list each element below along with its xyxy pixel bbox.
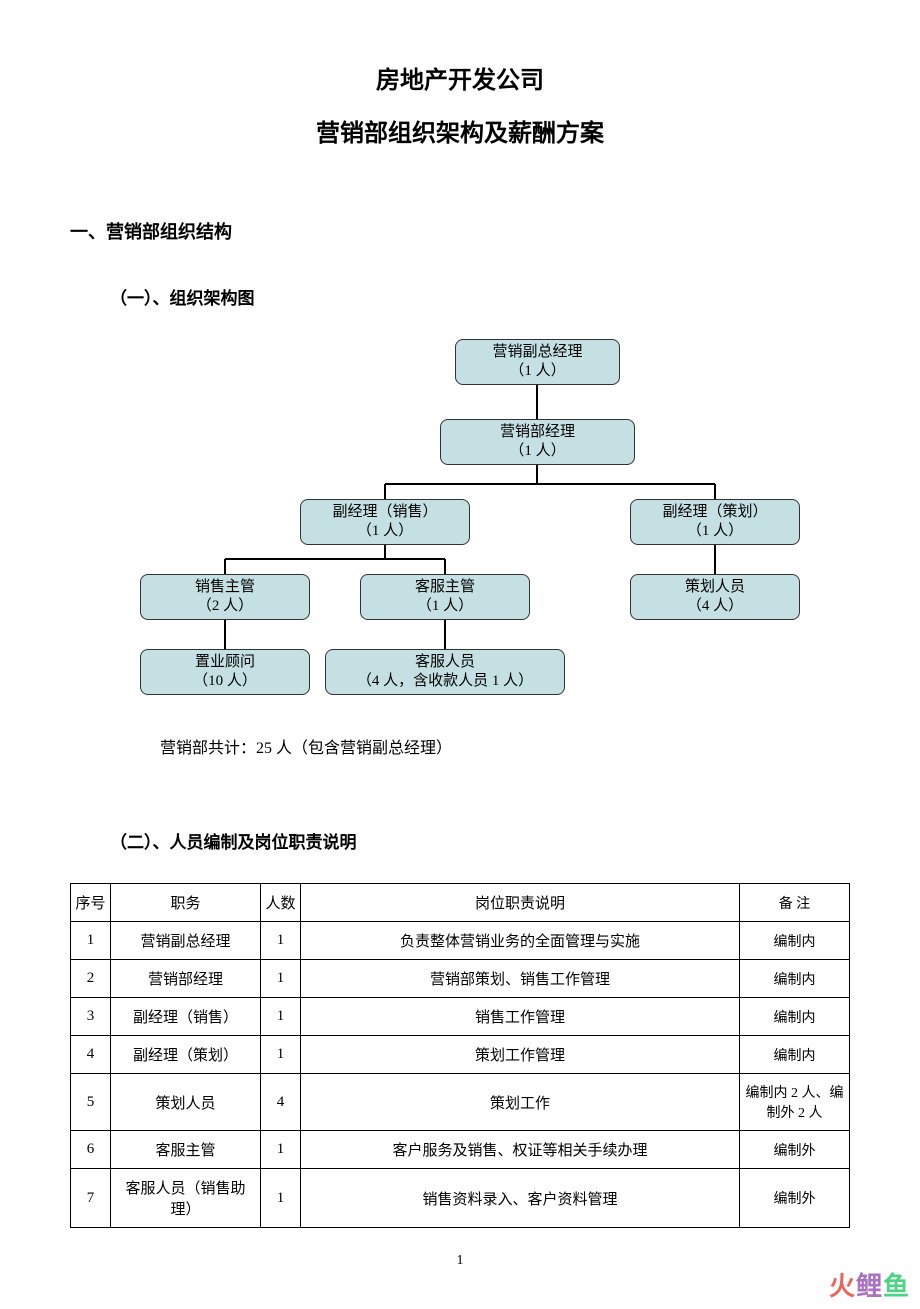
org-node-cs_staff: 客服人员（4 人，含收款人员 1 人） xyxy=(325,649,565,695)
th-desc: 岗位职责说明 xyxy=(301,884,740,922)
org-node-consult: 置业顾问（10 人） xyxy=(140,649,310,695)
cell-num: 1 xyxy=(261,922,301,960)
section-1-heading: 一、营销部组织结构 xyxy=(70,218,850,244)
watermark-char-1: 火 xyxy=(829,1271,856,1301)
cell-note: 编制内 xyxy=(740,998,850,1036)
org-chart-summary: 营销部共计：25 人（包含营销副总经理） xyxy=(160,734,850,758)
table-row: 1营销副总经理1负责整体营销业务的全面管理与实施编制内 xyxy=(71,922,850,960)
node-count: （1 人） xyxy=(637,522,793,542)
cell-num: 1 xyxy=(261,1036,301,1074)
section-1-2-heading: （二）、人员编制及岗位职责说明 xyxy=(110,828,850,853)
node-label: 客服主管 xyxy=(367,578,523,598)
cell-job: 营销部经理 xyxy=(111,960,261,998)
node-count: （1 人） xyxy=(307,522,463,542)
org-node-vp: 营销副总经理（1 人） xyxy=(455,339,620,385)
title-block: 房地产开发公司 营销部组织架构及薪酬方案 xyxy=(70,60,850,148)
table-row: 5策划人员4策划工作编制内 2 人、编制外 2 人 xyxy=(71,1074,850,1131)
node-count: （10 人） xyxy=(147,672,303,692)
org-node-dm_plan: 副经理（策划）（1 人） xyxy=(630,499,800,545)
cell-seq: 2 xyxy=(71,960,111,998)
cell-note: 编制外 xyxy=(740,1131,850,1169)
cell-num: 1 xyxy=(261,1131,301,1169)
cell-desc: 销售资料录入、客户资料管理 xyxy=(301,1169,740,1228)
node-count: （1 人） xyxy=(447,442,628,462)
watermark-char-2: 鲤 xyxy=(856,1271,883,1301)
table-row: 7客服人员（销售助理）1销售资料录入、客户资料管理编制外 xyxy=(71,1169,850,1228)
staffing-table: 序号 职务 人数 岗位职责说明 备 注 1营销副总经理1负责整体营销业务的全面管… xyxy=(70,883,850,1228)
cell-note: 编制内 xyxy=(740,1036,850,1074)
node-label: 副经理（策划） xyxy=(637,503,793,523)
cell-job: 客服人员（销售助理） xyxy=(111,1169,261,1228)
cell-job: 策划人员 xyxy=(111,1074,261,1131)
node-label: 销售主管 xyxy=(147,578,303,598)
node-label: 策划人员 xyxy=(637,578,793,598)
cell-job: 客服主管 xyxy=(111,1131,261,1169)
node-count: （2 人） xyxy=(147,597,303,617)
watermark: 火鲤鱼 xyxy=(829,1266,910,1303)
cell-note: 编制内 xyxy=(740,922,850,960)
node-label: 营销副总经理 xyxy=(462,343,613,363)
cell-num: 1 xyxy=(261,1169,301,1228)
org-node-plan_staff: 策划人员（4 人） xyxy=(630,574,800,620)
node-count: （4 人，含收款人员 1 人） xyxy=(332,672,558,692)
cell-seq: 4 xyxy=(71,1036,111,1074)
table-row: 3副经理（销售）1销售工作管理编制内 xyxy=(71,998,850,1036)
node-label: 副经理（销售） xyxy=(307,503,463,523)
table-row: 6客服主管1客户服务及销售、权证等相关手续办理编制外 xyxy=(71,1131,850,1169)
node-count: （4 人） xyxy=(637,597,793,617)
cell-job: 营销副总经理 xyxy=(111,922,261,960)
cell-desc: 策划工作 xyxy=(301,1074,740,1131)
node-label: 置业顾问 xyxy=(147,653,303,673)
cell-num: 1 xyxy=(261,998,301,1036)
table-row: 4副经理（策划）1策划工作管理编制内 xyxy=(71,1036,850,1074)
org-node-mgr: 营销部经理（1 人） xyxy=(440,419,635,465)
org-node-sup_cs: 客服主管（1 人） xyxy=(360,574,530,620)
node-count: （1 人） xyxy=(367,597,523,617)
cell-note: 编制外 xyxy=(740,1169,850,1228)
cell-note: 编制内 2 人、编制外 2 人 xyxy=(740,1074,850,1131)
cell-job: 副经理（销售） xyxy=(111,998,261,1036)
section-1-1-heading: （一）、组织架构图 xyxy=(110,284,850,309)
cell-num: 4 xyxy=(261,1074,301,1131)
page-number: 1 xyxy=(70,1253,850,1269)
th-num: 人数 xyxy=(261,884,301,922)
cell-seq: 5 xyxy=(71,1074,111,1131)
cell-seq: 7 xyxy=(71,1169,111,1228)
cell-job: 副经理（策划） xyxy=(111,1036,261,1074)
th-job: 职务 xyxy=(111,884,261,922)
org-chart: 营销副总经理（1 人）营销部经理（1 人）副经理（销售）（1 人）副经理（策划）… xyxy=(70,339,850,709)
th-seq: 序号 xyxy=(71,884,111,922)
doc-title-2: 营销部组织架构及薪酬方案 xyxy=(70,113,850,148)
watermark-char-3: 鱼 xyxy=(883,1271,910,1301)
cell-desc: 策划工作管理 xyxy=(301,1036,740,1074)
org-node-dm_sales: 副经理（销售）（1 人） xyxy=(300,499,470,545)
cell-note: 编制内 xyxy=(740,960,850,998)
node-label: 客服人员 xyxy=(332,653,558,673)
cell-seq: 3 xyxy=(71,998,111,1036)
table-row: 2营销部经理1营销部策划、销售工作管理编制内 xyxy=(71,960,850,998)
cell-desc: 销售工作管理 xyxy=(301,998,740,1036)
cell-seq: 6 xyxy=(71,1131,111,1169)
org-node-sup_sales: 销售主管（2 人） xyxy=(140,574,310,620)
node-label: 营销部经理 xyxy=(447,423,628,443)
cell-desc: 客户服务及销售、权证等相关手续办理 xyxy=(301,1131,740,1169)
doc-title-1: 房地产开发公司 xyxy=(70,60,850,95)
th-note: 备 注 xyxy=(740,884,850,922)
cell-desc: 负责整体营销业务的全面管理与实施 xyxy=(301,922,740,960)
cell-num: 1 xyxy=(261,960,301,998)
cell-seq: 1 xyxy=(71,922,111,960)
node-count: （1 人） xyxy=(462,362,613,382)
cell-desc: 营销部策划、销售工作管理 xyxy=(301,960,740,998)
table-header-row: 序号 职务 人数 岗位职责说明 备 注 xyxy=(71,884,850,922)
